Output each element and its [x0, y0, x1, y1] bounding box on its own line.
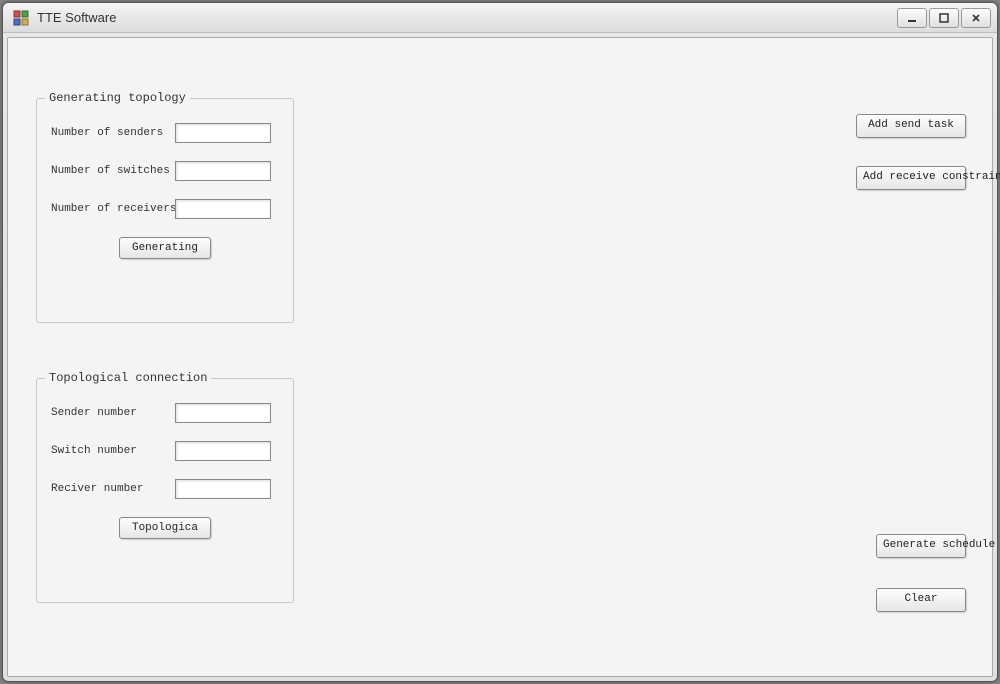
generating-button-row: Generating	[51, 237, 279, 259]
sender-number-row: Sender number	[51, 403, 279, 423]
generating-button[interactable]: Generating	[119, 237, 211, 259]
switch-number-label: Switch number	[51, 445, 175, 457]
generating-topology-legend: Generating topology	[45, 91, 190, 105]
topological-connection-legend: Topological connection	[45, 371, 211, 385]
generating-topology-group: Generating topology Number of senders Nu…	[36, 98, 294, 323]
app-window: TTE Software Generating topology Number …	[2, 2, 998, 682]
topologica-button[interactable]: Topologica	[119, 517, 211, 539]
switches-row: Number of switches	[51, 161, 279, 181]
receiver-number-row: Reciver number	[51, 479, 279, 499]
senders-input[interactable]	[175, 123, 271, 143]
titlebar: TTE Software	[3, 3, 997, 33]
client-area: Generating topology Number of senders Nu…	[7, 37, 993, 677]
close-button[interactable]	[961, 8, 991, 28]
switches-label: Number of switches	[51, 165, 175, 177]
switch-number-input[interactable]	[175, 441, 271, 461]
add-send-task-button[interactable]: Add send task	[856, 114, 966, 138]
switch-number-row: Switch number	[51, 441, 279, 461]
window-title: TTE Software	[35, 10, 897, 25]
clear-button[interactable]: Clear	[876, 588, 966, 612]
add-receive-constraint-button[interactable]: Add receive constraint	[856, 166, 966, 190]
receivers-input[interactable]	[175, 199, 271, 219]
sender-number-input[interactable]	[175, 403, 271, 423]
switches-input[interactable]	[175, 161, 271, 181]
maximize-button[interactable]	[929, 8, 959, 28]
topologica-button-row: Topologica	[51, 517, 279, 539]
senders-label: Number of senders	[51, 127, 175, 139]
minimize-button[interactable]	[897, 8, 927, 28]
receivers-label: Number of receivers	[51, 203, 175, 215]
senders-row: Number of senders	[51, 123, 279, 143]
sender-number-label: Sender number	[51, 407, 175, 419]
receivers-row: Number of receivers	[51, 199, 279, 219]
topological-connection-group: Topological connection Sender number Swi…	[36, 378, 294, 603]
receiver-number-label: Reciver number	[51, 483, 175, 495]
app-icon	[13, 10, 29, 26]
window-controls	[897, 8, 993, 28]
receiver-number-input[interactable]	[175, 479, 271, 499]
generate-schedule-button[interactable]: Generate schedule	[876, 534, 966, 558]
